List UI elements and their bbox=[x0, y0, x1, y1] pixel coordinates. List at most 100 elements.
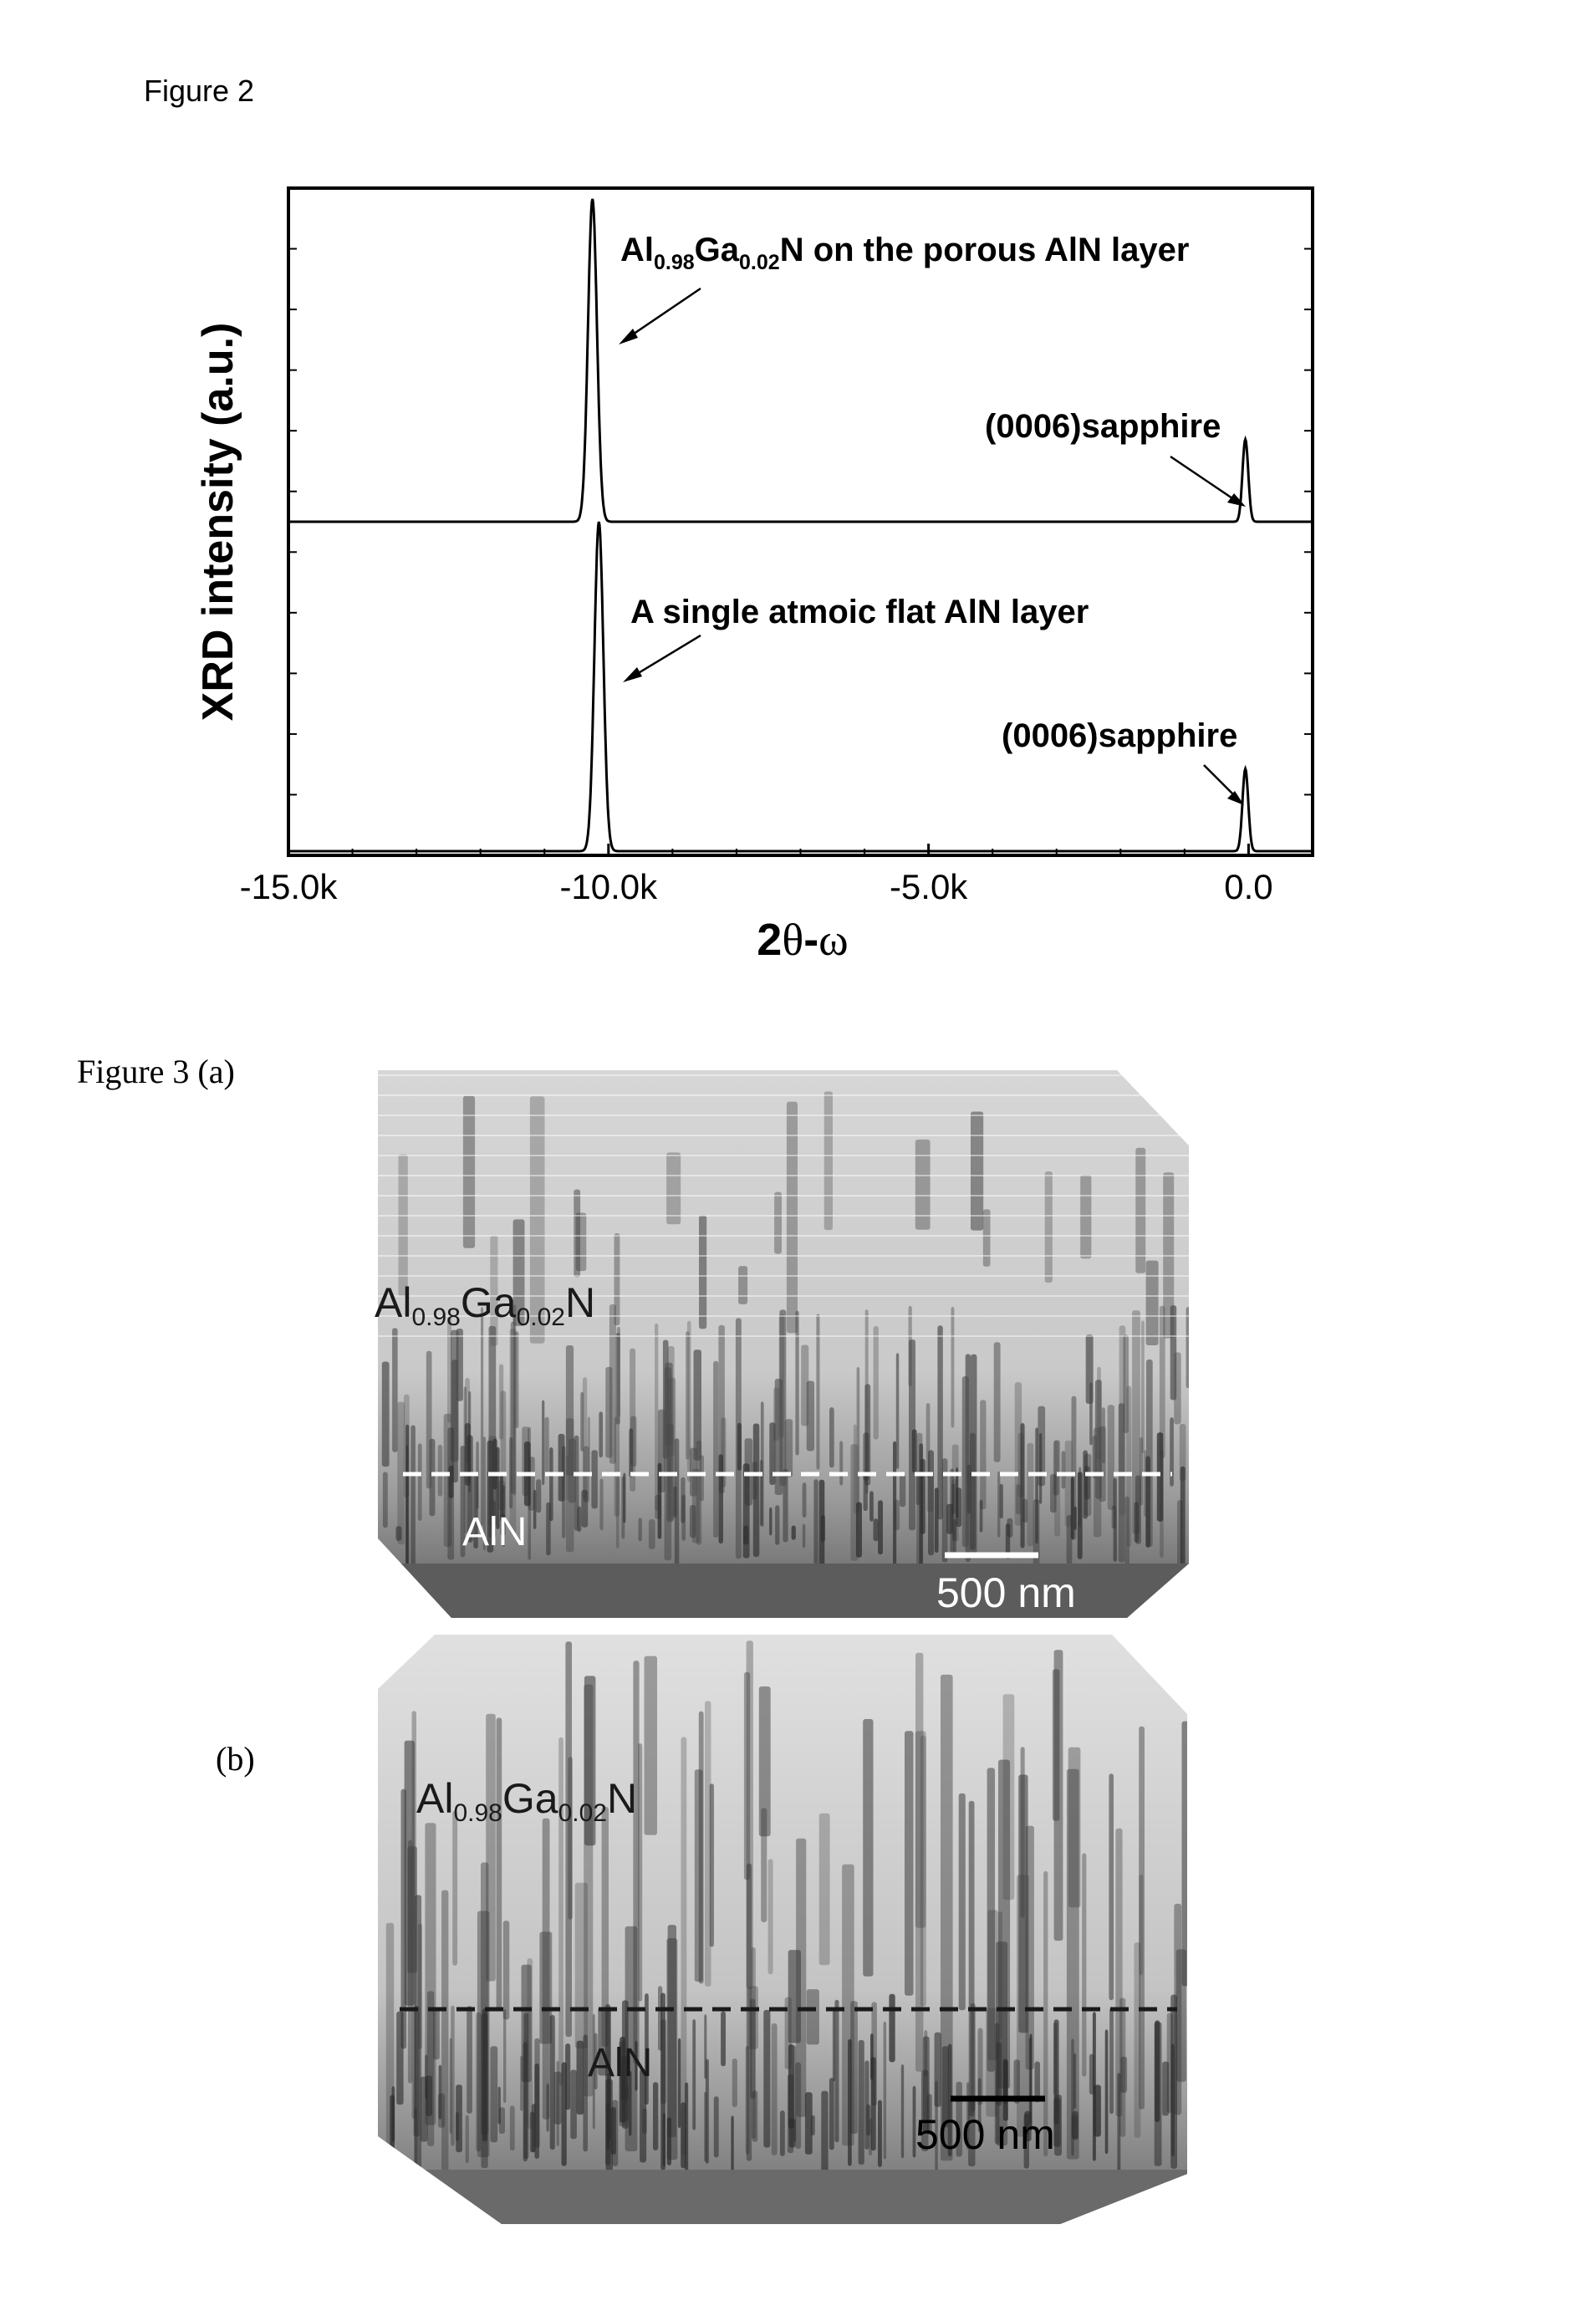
tem-streak bbox=[829, 2078, 834, 2150]
tem-streak bbox=[788, 2074, 793, 2153]
tem-streak bbox=[821, 2091, 828, 2173]
tem-streak bbox=[1021, 1747, 1025, 1917]
tem-streak bbox=[1162, 2062, 1169, 2116]
tem-streak bbox=[606, 2079, 613, 2171]
tem-streak bbox=[547, 2084, 549, 2132]
scale-label-b: 500 nm bbox=[915, 2111, 1055, 2158]
tem-streak bbox=[768, 1859, 773, 1974]
tem-streak bbox=[807, 1989, 819, 2044]
tem-streak bbox=[441, 1890, 448, 2172]
tem-streak bbox=[746, 2046, 750, 2155]
tem-streak bbox=[884, 2022, 887, 2160]
tem-streak bbox=[565, 2043, 570, 2110]
tem-streak bbox=[456, 2084, 462, 2152]
tem-streak bbox=[396, 2012, 403, 2105]
tem-streak bbox=[1053, 1669, 1060, 1820]
tem-streak bbox=[439, 2065, 442, 2120]
tem-b-bottom-label: AlN bbox=[588, 2041, 652, 2085]
tem-streak bbox=[1082, 1853, 1086, 2076]
tem-streak bbox=[520, 2056, 523, 2111]
tem-streak bbox=[660, 2019, 666, 2104]
tem-streak bbox=[850, 2001, 858, 2134]
tem-b-substrate bbox=[378, 2170, 1189, 2224]
tem-streak bbox=[998, 1760, 1010, 2089]
tem-streak bbox=[859, 2040, 864, 2165]
tem-streak bbox=[503, 2009, 506, 2104]
tem-streak bbox=[638, 1743, 642, 2002]
tem-streak bbox=[889, 1994, 895, 2063]
tem-streak bbox=[1073, 2054, 1076, 2110]
tem-streak bbox=[714, 2096, 719, 2157]
tem-streak bbox=[750, 1999, 756, 2099]
tem-streak bbox=[833, 2010, 835, 2082]
tem-streak bbox=[752, 2090, 758, 2141]
tem-streak bbox=[558, 1737, 563, 2086]
tem-streak bbox=[577, 2041, 584, 2115]
tem-streak bbox=[811, 2115, 815, 2135]
tem-streak bbox=[481, 2013, 487, 2168]
tem-streak bbox=[695, 1769, 703, 1982]
tem-streak bbox=[1117, 2073, 1120, 2174]
tem-streak bbox=[924, 2030, 927, 2077]
tem-streak bbox=[510, 2105, 515, 2150]
tem-streak bbox=[1139, 1875, 1143, 1975]
tem-streak bbox=[570, 2070, 577, 2140]
tem-streak bbox=[761, 1808, 767, 1922]
tem-streak bbox=[795, 2063, 801, 2149]
tem-streak bbox=[704, 2014, 706, 2079]
tem-streak bbox=[499, 2107, 505, 2134]
tem-streak bbox=[534, 2038, 539, 2148]
tem-streak bbox=[486, 1714, 496, 1982]
tem-streak bbox=[503, 1921, 510, 2019]
tem-streak bbox=[476, 2013, 481, 2152]
tem-streak bbox=[667, 2117, 671, 2166]
tem-streak bbox=[466, 2115, 469, 2164]
tem-streak bbox=[978, 2028, 983, 2105]
tem-streak bbox=[390, 2095, 395, 2154]
tem-streak bbox=[523, 2013, 528, 2159]
tem-streak bbox=[721, 2012, 726, 2067]
tem-streak bbox=[678, 2038, 681, 2129]
tem-streak bbox=[575, 1883, 588, 2048]
tem-streak bbox=[1105, 2029, 1109, 2154]
tem-streak bbox=[905, 1731, 914, 1996]
tem-streak bbox=[1093, 2012, 1096, 2161]
tem-streak bbox=[490, 2046, 497, 2142]
tem-streak bbox=[625, 2086, 629, 2122]
tem-streak bbox=[1155, 2022, 1162, 2166]
tem-streak bbox=[744, 1672, 750, 1880]
tem-streak bbox=[554, 2072, 562, 2125]
tem-streak bbox=[1182, 1722, 1191, 1987]
tem-streak bbox=[878, 2100, 882, 2167]
tem-streak bbox=[1120, 2057, 1127, 2093]
tem-streak bbox=[681, 2102, 686, 2168]
tem-streak bbox=[1109, 1773, 1114, 2000]
tem-streak bbox=[1026, 1826, 1034, 2069]
tem-streak bbox=[731, 2115, 733, 2172]
tem-streak bbox=[451, 2006, 455, 2146]
tem-streak bbox=[421, 2077, 428, 2142]
tem-streak bbox=[864, 2060, 869, 2150]
tem-streak bbox=[959, 1793, 966, 2010]
tem-streak bbox=[819, 1814, 830, 1965]
tem-streak bbox=[645, 1656, 658, 1835]
tem-streak bbox=[1053, 2023, 1058, 2095]
tem-streak bbox=[763, 2010, 770, 2148]
tem-streak bbox=[1054, 2094, 1062, 2156]
tem-streak bbox=[414, 2006, 420, 2136]
tem-streak bbox=[710, 1783, 714, 1946]
tem-streak bbox=[834, 2000, 839, 2143]
tem-streak bbox=[1109, 2008, 1114, 2114]
tem-streak bbox=[452, 1811, 457, 1966]
tem-streak bbox=[467, 2006, 472, 2114]
tem-streak bbox=[653, 2082, 658, 2150]
tem-streak bbox=[780, 2110, 785, 2156]
tem-streak bbox=[732, 2059, 737, 2107]
tem-streak bbox=[863, 1719, 873, 1977]
tem-streak bbox=[497, 1717, 502, 2011]
tem-streak bbox=[427, 1991, 434, 2146]
tem-streak bbox=[663, 2113, 666, 2166]
tem-streak bbox=[871, 2057, 876, 2150]
tem-streak bbox=[901, 2064, 904, 2158]
